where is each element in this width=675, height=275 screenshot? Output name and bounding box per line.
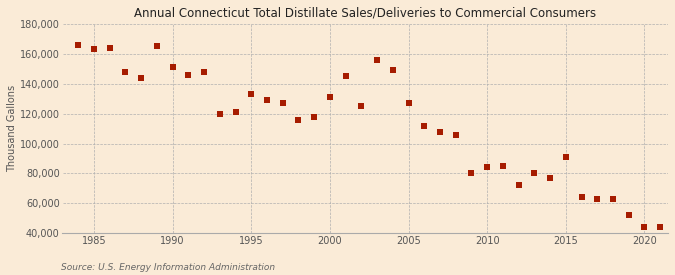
Point	[88, 47, 99, 51]
Point	[608, 197, 618, 201]
Point	[450, 132, 461, 137]
Point	[277, 101, 288, 105]
Point	[576, 195, 587, 200]
Title: Annual Connecticut Total Distillate Sales/Deliveries to Commercial Consumers: Annual Connecticut Total Distillate Sale…	[134, 7, 596, 20]
Point	[120, 70, 131, 74]
Point	[325, 95, 335, 99]
Point	[73, 43, 84, 47]
Point	[403, 101, 414, 105]
Point	[419, 123, 430, 128]
Point	[246, 92, 256, 96]
Text: Source: U.S. Energy Information Administration: Source: U.S. Energy Information Administ…	[61, 263, 275, 272]
Point	[293, 117, 304, 122]
Point	[623, 213, 634, 218]
Point	[183, 73, 194, 77]
Point	[655, 225, 666, 230]
Point	[262, 98, 273, 102]
Point	[482, 165, 493, 170]
Point	[513, 183, 524, 188]
Point	[372, 57, 383, 62]
Point	[340, 74, 351, 78]
Point	[167, 65, 178, 70]
Point	[497, 164, 508, 168]
Point	[230, 110, 241, 114]
Point	[387, 68, 398, 72]
Point	[151, 44, 162, 48]
Point	[560, 155, 571, 159]
Y-axis label: Thousand Gallons: Thousand Gallons	[7, 85, 17, 172]
Point	[198, 70, 209, 74]
Point	[356, 104, 367, 108]
Point	[136, 76, 146, 80]
Point	[529, 171, 540, 176]
Point	[104, 46, 115, 50]
Point	[592, 197, 603, 201]
Point	[466, 171, 477, 176]
Point	[639, 225, 650, 230]
Point	[215, 111, 225, 116]
Point	[545, 176, 556, 180]
Point	[308, 114, 319, 119]
Point	[435, 129, 446, 134]
